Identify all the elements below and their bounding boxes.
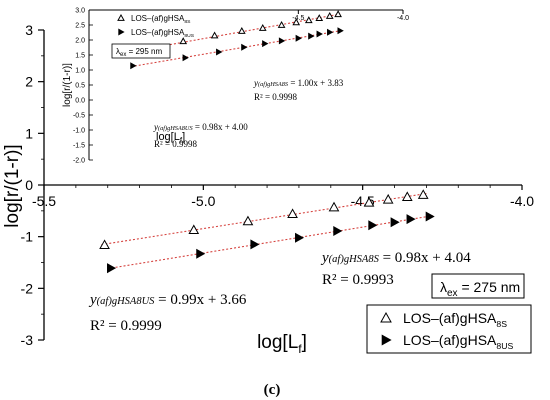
main-excitation-box [431, 273, 525, 299]
main-r2-8us: R² = 0.9999 [90, 318, 162, 334]
main-y-tick-label: 0 [25, 177, 33, 193]
main-legend-entry: LOS–(af)gHSA8US [403, 332, 513, 351]
main-data-point [390, 217, 400, 228]
inset-chart: -4.5 -4.0 -2.0 -1.5 -1.0 -0.5 0.0 0.5 1.0 1.5 2.0 2… [62, 8, 409, 165]
inset-legend-entry: LOS–(af)gHSA8S [131, 14, 191, 25]
inset-data-point [182, 54, 189, 62]
main-x-tick-label: -5.5 [32, 193, 56, 209]
inset-y-tick-label: 3.0 [75, 8, 85, 15]
main-legend [366, 304, 532, 354]
inset-y-axis-label: log[r/(1-r)] [62, 63, 73, 107]
main-fit-line [101, 192, 427, 246]
inset-fit-eq-8us: y(af)gHSA8US = 0.98x + 4.00 [153, 122, 248, 132]
inset-data-point [316, 30, 323, 38]
inset-data-point [278, 37, 286, 45]
main-r2-8s: R² = 0.9993 [322, 272, 394, 288]
inset-legend-marker [118, 28, 125, 36]
inset-data-point [327, 28, 334, 36]
main-fit-eq-8s: y(af)gHSA8S = 0.98x + 4.04 [320, 250, 471, 266]
inset-data-point [308, 32, 315, 40]
inset-data-point [216, 48, 223, 56]
main-data-point [406, 214, 416, 225]
main-data-point [196, 248, 206, 259]
inset-y-tick-label: 1.5 [75, 53, 85, 60]
inset-y-tick-label: 2.5 [75, 23, 85, 30]
main-y-axis-label: log[r/(1-r)] [2, 144, 23, 227]
main-data-point [242, 215, 254, 226]
main-fit-line [107, 215, 433, 270]
inset-data-point [277, 20, 286, 28]
inset-y-tick-label: -1.0 [73, 128, 85, 135]
inset-excitation-box [111, 43, 171, 59]
inset-data-point [325, 11, 334, 19]
main-data-point [368, 220, 378, 231]
main-data-point [99, 239, 110, 250]
main-x-axis-label: log[Lf] [257, 332, 307, 356]
inset-data-point [241, 43, 248, 51]
main-x-axis-label-text: log[Lf] [257, 332, 307, 356]
inset-data-point [130, 62, 137, 70]
main-x-tick-label: -4.0 [510, 193, 534, 209]
inset-background [89, 10, 403, 160]
inset-legend-entry: LOS–(af)gHSA8US [131, 28, 195, 39]
inset-data-point [179, 37, 188, 45]
inset-data-point [292, 18, 301, 26]
plot-layer: -5.5 -5.0 -4.5 -4.0 -3 -2 -1 0 1 2 3 y(af)gHSA8S = … [21, 8, 534, 354]
main-x-tick-label: -5.0 [191, 193, 215, 209]
main-data-point [333, 225, 343, 236]
inset-y-tick-label: -0.5 [73, 113, 85, 120]
inset-data-point [237, 26, 246, 34]
main-data-point [363, 197, 375, 207]
main-y-tick-label: 3 [25, 22, 33, 38]
inset-excitation-label: λex = 295 nm [116, 47, 162, 58]
main-y-tick-label: 2 [25, 74, 33, 90]
main-data-point [401, 191, 413, 201]
main-data-point [295, 232, 305, 243]
main-data-point [417, 189, 429, 199]
main-y-tick-label: -2 [21, 280, 34, 296]
inset-x-axis-label: log[Lf] [156, 131, 185, 145]
inset-data-point [337, 27, 344, 35]
main-data-point [328, 201, 340, 212]
inset-y-tick-label: -1.5 [73, 143, 85, 150]
main-data-point [107, 263, 117, 274]
main-data-point [188, 224, 200, 235]
inset-y-tick-label: 0.0 [75, 98, 85, 105]
main-y-tick-label: -3 [21, 332, 34, 348]
inset-data-point [295, 34, 302, 42]
inset-data-point [315, 14, 324, 21]
main-y-tick-label: 1 [25, 125, 33, 141]
inset-data-point [210, 31, 219, 39]
main-data-point [250, 239, 260, 250]
inset-r2-8s: R² = 0.9998 [254, 92, 298, 102]
inset-y-tick-label: -2.0 [73, 158, 85, 165]
main-fit-eq-8us: y(af)gHSA8US = 0.99x + 3.66 [88, 292, 247, 308]
inset-data-point [304, 16, 313, 24]
inset-r2-8us: R² = 0.9998 [154, 139, 198, 149]
inset-legend-marker [117, 13, 125, 21]
inset-x-tick-label: -4.0 [397, 15, 409, 22]
main-legend-marker [381, 334, 392, 346]
inset-x-tick-label: -4.5 [292, 15, 304, 22]
inset-y-tick-label: 2.0 [75, 38, 85, 45]
main-excitation-label: λex = 275 nm [440, 279, 520, 299]
main-data-point [425, 211, 435, 222]
inset-y-tick-label: 1.0 [75, 68, 85, 75]
inset-data-point [262, 40, 269, 48]
main-y-tick-label: -1 [21, 229, 34, 245]
inset-data-point [334, 10, 342, 18]
inset-y-tick-label: 0.5 [75, 83, 85, 90]
inset-data-point [258, 23, 267, 31]
inset-fit-eq-8s: y(af)gHSA8S = 1.00x + 3.83 [253, 78, 344, 88]
main-data-point [287, 208, 298, 219]
panel-label: (c) [264, 382, 281, 398]
main-data-point [382, 193, 394, 204]
main-legend-marker [380, 311, 392, 323]
main-legend-entry: LOS–(af)gHSA8S [403, 310, 507, 329]
